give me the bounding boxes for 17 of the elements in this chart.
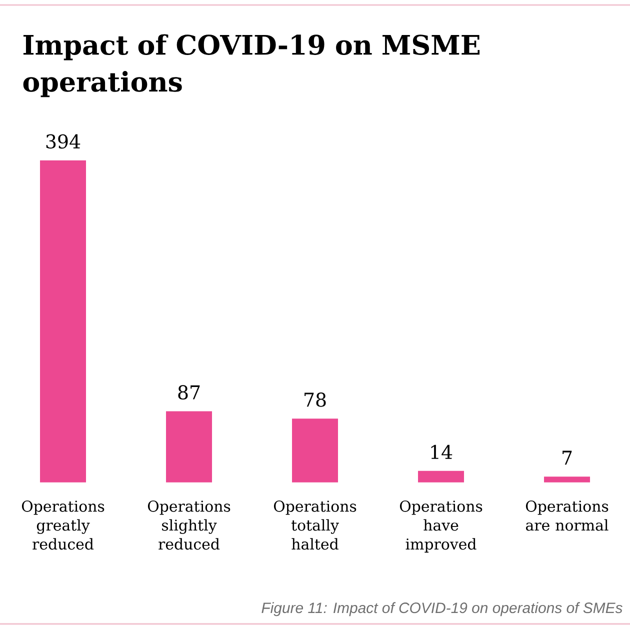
bar — [544, 476, 590, 482]
bar — [292, 418, 338, 482]
caption: Figure 11: Impact of COVID-19 on operations of SMEs — [262, 602, 622, 616]
x-tick-label: Operations are normal — [526, 500, 608, 531]
bar — [418, 470, 464, 482]
data-label: 14 — [431, 444, 452, 459]
data-label: 7 — [562, 450, 572, 465]
chart-title: Impact of COVID-19 on MSME operations — [23, 34, 480, 98]
x-tick-label: Operations totally halted — [274, 500, 356, 550]
x-tick-label: Operations have improved — [400, 500, 482, 553]
bar — [166, 411, 212, 482]
data-label: 87 — [178, 385, 200, 400]
x-tick-label: Operations greatly reduced — [22, 500, 104, 550]
x-tick-label: Operations slightly reduced — [148, 500, 230, 550]
data-label: 78 — [304, 392, 326, 407]
data-label: 394 — [46, 134, 80, 149]
bar — [40, 160, 86, 482]
